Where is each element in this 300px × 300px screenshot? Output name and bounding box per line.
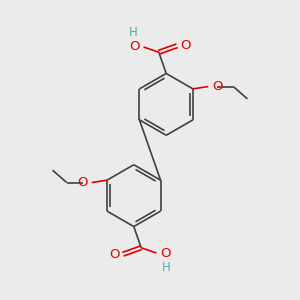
Text: O: O	[181, 39, 191, 52]
Text: O: O	[160, 247, 170, 260]
Text: O: O	[77, 176, 88, 189]
Text: O: O	[212, 80, 223, 93]
Text: H: H	[161, 261, 170, 274]
Text: O: O	[109, 248, 119, 261]
Text: O: O	[130, 40, 140, 53]
Text: H: H	[129, 26, 138, 39]
